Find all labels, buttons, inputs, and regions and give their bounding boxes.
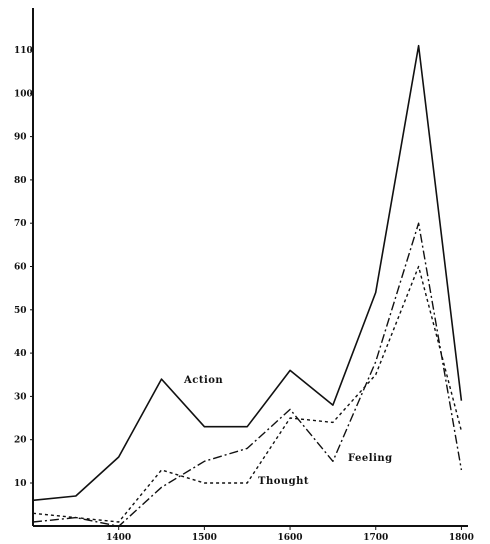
- x-axis-ticks: 1400 1500 1600 1700 1800: [106, 526, 474, 543]
- y-tick-label: 30: [14, 392, 27, 402]
- x-tick-label: 1700: [363, 533, 388, 543]
- y-tick-label: 100: [14, 89, 33, 99]
- x-tick-label: 1400: [106, 533, 131, 543]
- x-tick-label: 1800: [449, 533, 474, 543]
- x-tick-label: 1600: [278, 533, 303, 543]
- y-tick-label: 110: [14, 46, 33, 56]
- y-tick-label: 60: [14, 263, 27, 273]
- y-tick-label: 10: [14, 479, 27, 489]
- y-tick-label: 80: [14, 176, 27, 186]
- x-tick-label: 1500: [192, 533, 217, 543]
- series-label-feeling: Feeling: [348, 453, 393, 464]
- y-axis-ticks: 10 20 30 40 50 60 70 80 90 100 110: [14, 46, 33, 489]
- series-line-feeling: [32, 222, 463, 527]
- y-tick-label: 90: [14, 133, 27, 143]
- series-line-thought: [32, 265, 463, 523]
- series-line-action: [32, 44, 463, 502]
- y-tick-label: 70: [14, 219, 27, 229]
- series-lines: [32, 44, 463, 527]
- y-tick-label: 50: [14, 306, 27, 316]
- series-label-thought: Thought: [258, 476, 309, 487]
- y-tick-label: 20: [14, 436, 27, 446]
- y-tick-label: 40: [14, 349, 27, 359]
- series-label-action: Action: [183, 375, 223, 386]
